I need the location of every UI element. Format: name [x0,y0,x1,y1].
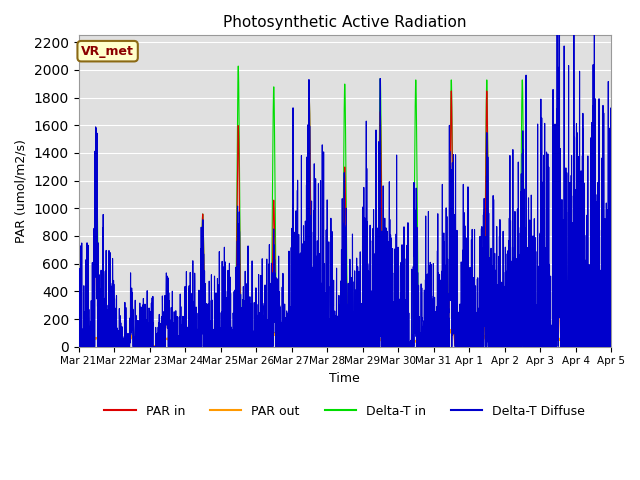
Legend: PAR in, PAR out, Delta-T in, Delta-T Diffuse: PAR in, PAR out, Delta-T in, Delta-T Dif… [99,400,590,423]
Text: VR_met: VR_met [81,45,134,58]
Y-axis label: PAR (umol/m2/s): PAR (umol/m2/s) [15,139,28,243]
Title: Photosynthetic Active Radiation: Photosynthetic Active Radiation [223,15,467,30]
X-axis label: Time: Time [330,372,360,385]
